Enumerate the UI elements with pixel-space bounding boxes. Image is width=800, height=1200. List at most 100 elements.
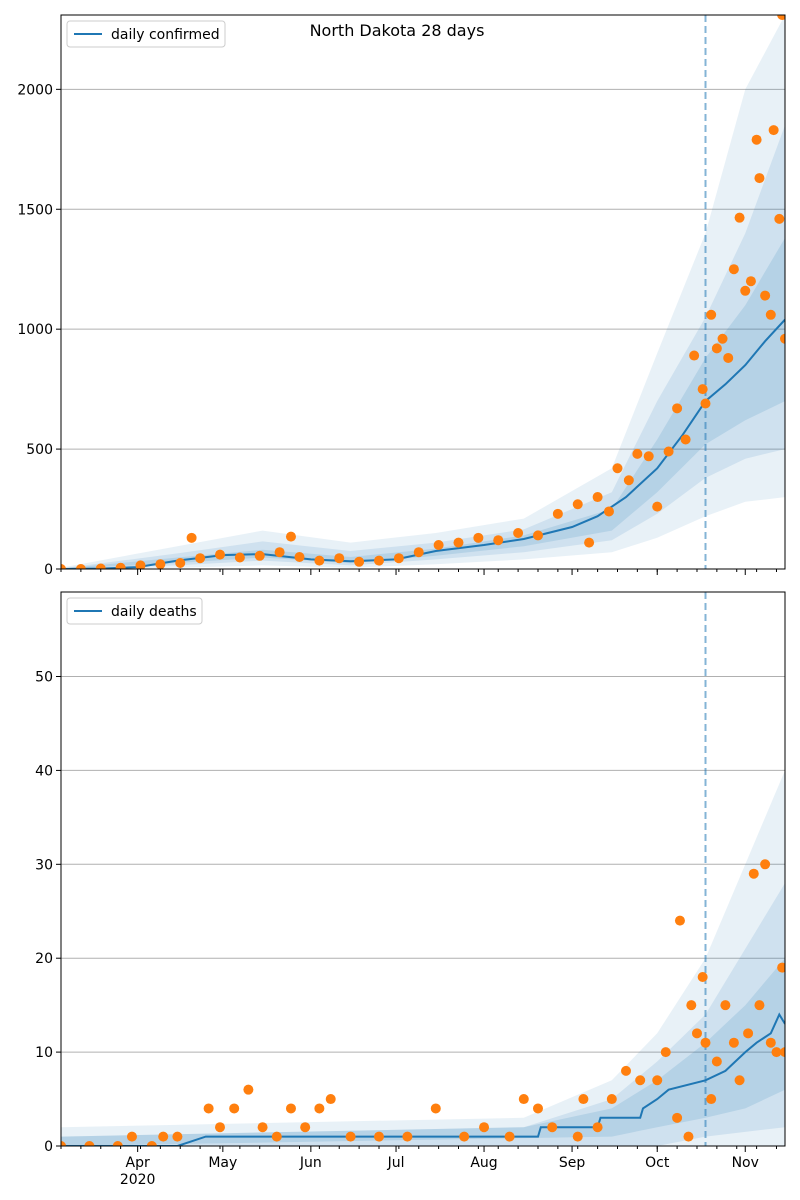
observed-point (413, 547, 424, 558)
observed-point (214, 549, 225, 560)
observed-point (663, 446, 674, 457)
observed-point (691, 1028, 702, 1039)
observed-point (621, 1065, 632, 1076)
observed-point (479, 1122, 490, 1133)
y-tick-label: 1500 (17, 202, 53, 218)
observed-point (612, 463, 623, 474)
legend: daily confirmed (66, 20, 226, 48)
observed-point (257, 1122, 268, 1133)
observed-point (572, 1131, 583, 1142)
observed-point (61, 1141, 66, 1146)
observed-point (552, 508, 563, 519)
observed-point (532, 530, 543, 541)
observed-point (578, 1094, 589, 1105)
observed-point (686, 1000, 697, 1011)
observed-point (683, 1131, 694, 1142)
observed-point (777, 962, 785, 973)
observed-point (674, 915, 685, 926)
observed-point (697, 384, 708, 395)
x-tick-label: Jun (299, 1155, 322, 1171)
observed-point (780, 1047, 785, 1058)
observed-point (126, 1131, 137, 1142)
legend-box (66, 20, 226, 48)
y-tick-label: 40 (35, 763, 53, 779)
observed-point (373, 555, 384, 566)
observed-point (402, 1131, 413, 1142)
plot-area (61, 15, 785, 569)
observed-point (135, 560, 146, 569)
legend-box (66, 597, 203, 625)
observed-point (734, 1075, 745, 1086)
confirmed-panel: 0 500 1000 1500 2000 daily confirmed North Dak… (17, 14, 786, 578)
observed-point (532, 1103, 543, 1114)
observed-point (632, 448, 643, 459)
observed-point (274, 547, 285, 558)
legend: daily deaths (66, 597, 203, 625)
deaths-panel: 0 10 20 30 40 50 Apr May Jun Jul Aug Sep Oct Nov 2020 d… (35, 591, 786, 1188)
observed-point (518, 1094, 529, 1105)
observed-point (660, 1047, 671, 1058)
observed-point (453, 537, 464, 548)
observed-point (115, 562, 126, 569)
observed-point (754, 1000, 765, 1011)
observed-point (768, 125, 779, 136)
observed-point (393, 553, 404, 564)
observed-point (672, 1112, 683, 1123)
observed-point (623, 475, 634, 486)
observed-point (743, 1028, 754, 1039)
observed-point (606, 1094, 617, 1105)
observed-point (740, 285, 751, 296)
legend-label: daily confirmed (111, 27, 220, 43)
y-tick-label: 1000 (17, 322, 53, 338)
observed-point (172, 1131, 183, 1142)
observed-point (745, 276, 756, 287)
observed-point (652, 501, 663, 512)
observed-point (186, 532, 197, 543)
observed-point (592, 492, 603, 503)
observed-point (95, 563, 106, 569)
observed-point (243, 1084, 254, 1095)
observed-point (734, 212, 745, 223)
observed-point (728, 264, 739, 275)
observed-point (84, 1141, 95, 1146)
observed-point (780, 333, 785, 344)
observed-point (717, 333, 728, 344)
observed-point (706, 1094, 717, 1105)
x-tick-label: Sep (559, 1155, 586, 1171)
observed-point (697, 971, 708, 982)
observed-point (325, 1094, 336, 1105)
x-year-label: 2020 (120, 1172, 156, 1188)
observed-point (155, 559, 166, 569)
observed-point (146, 1141, 157, 1146)
observed-point (771, 1047, 782, 1058)
observed-point (175, 558, 186, 569)
observed-point (774, 213, 785, 224)
band-middle (61, 883, 785, 1146)
observed-point (504, 1131, 515, 1142)
observed-point (234, 552, 245, 563)
observed-point (433, 540, 444, 551)
observed-point (680, 434, 691, 445)
observed-point (728, 1037, 739, 1048)
x-tick-label: Jul (387, 1155, 405, 1171)
observed-point (294, 552, 305, 563)
observed-point (751, 134, 762, 145)
x-tick-label: Oct (645, 1155, 670, 1171)
observed-point (723, 352, 734, 363)
x-tick-label: May (208, 1155, 237, 1171)
x-tick-label: Apr (126, 1155, 150, 1171)
x-tick-label: Aug (470, 1155, 497, 1171)
observed-point (285, 531, 296, 542)
observed-point (285, 1103, 296, 1114)
y-tick-label: 20 (35, 951, 53, 967)
observed-point (652, 1075, 663, 1086)
observed-point (334, 553, 345, 564)
observed-point (473, 532, 484, 543)
band-outer (61, 15, 785, 569)
observed-point (689, 350, 700, 361)
observed-point (760, 290, 771, 301)
plot-area (61, 592, 785, 1146)
observed-point (75, 564, 86, 569)
chart-title: North Dakota 28 days (310, 21, 485, 40)
